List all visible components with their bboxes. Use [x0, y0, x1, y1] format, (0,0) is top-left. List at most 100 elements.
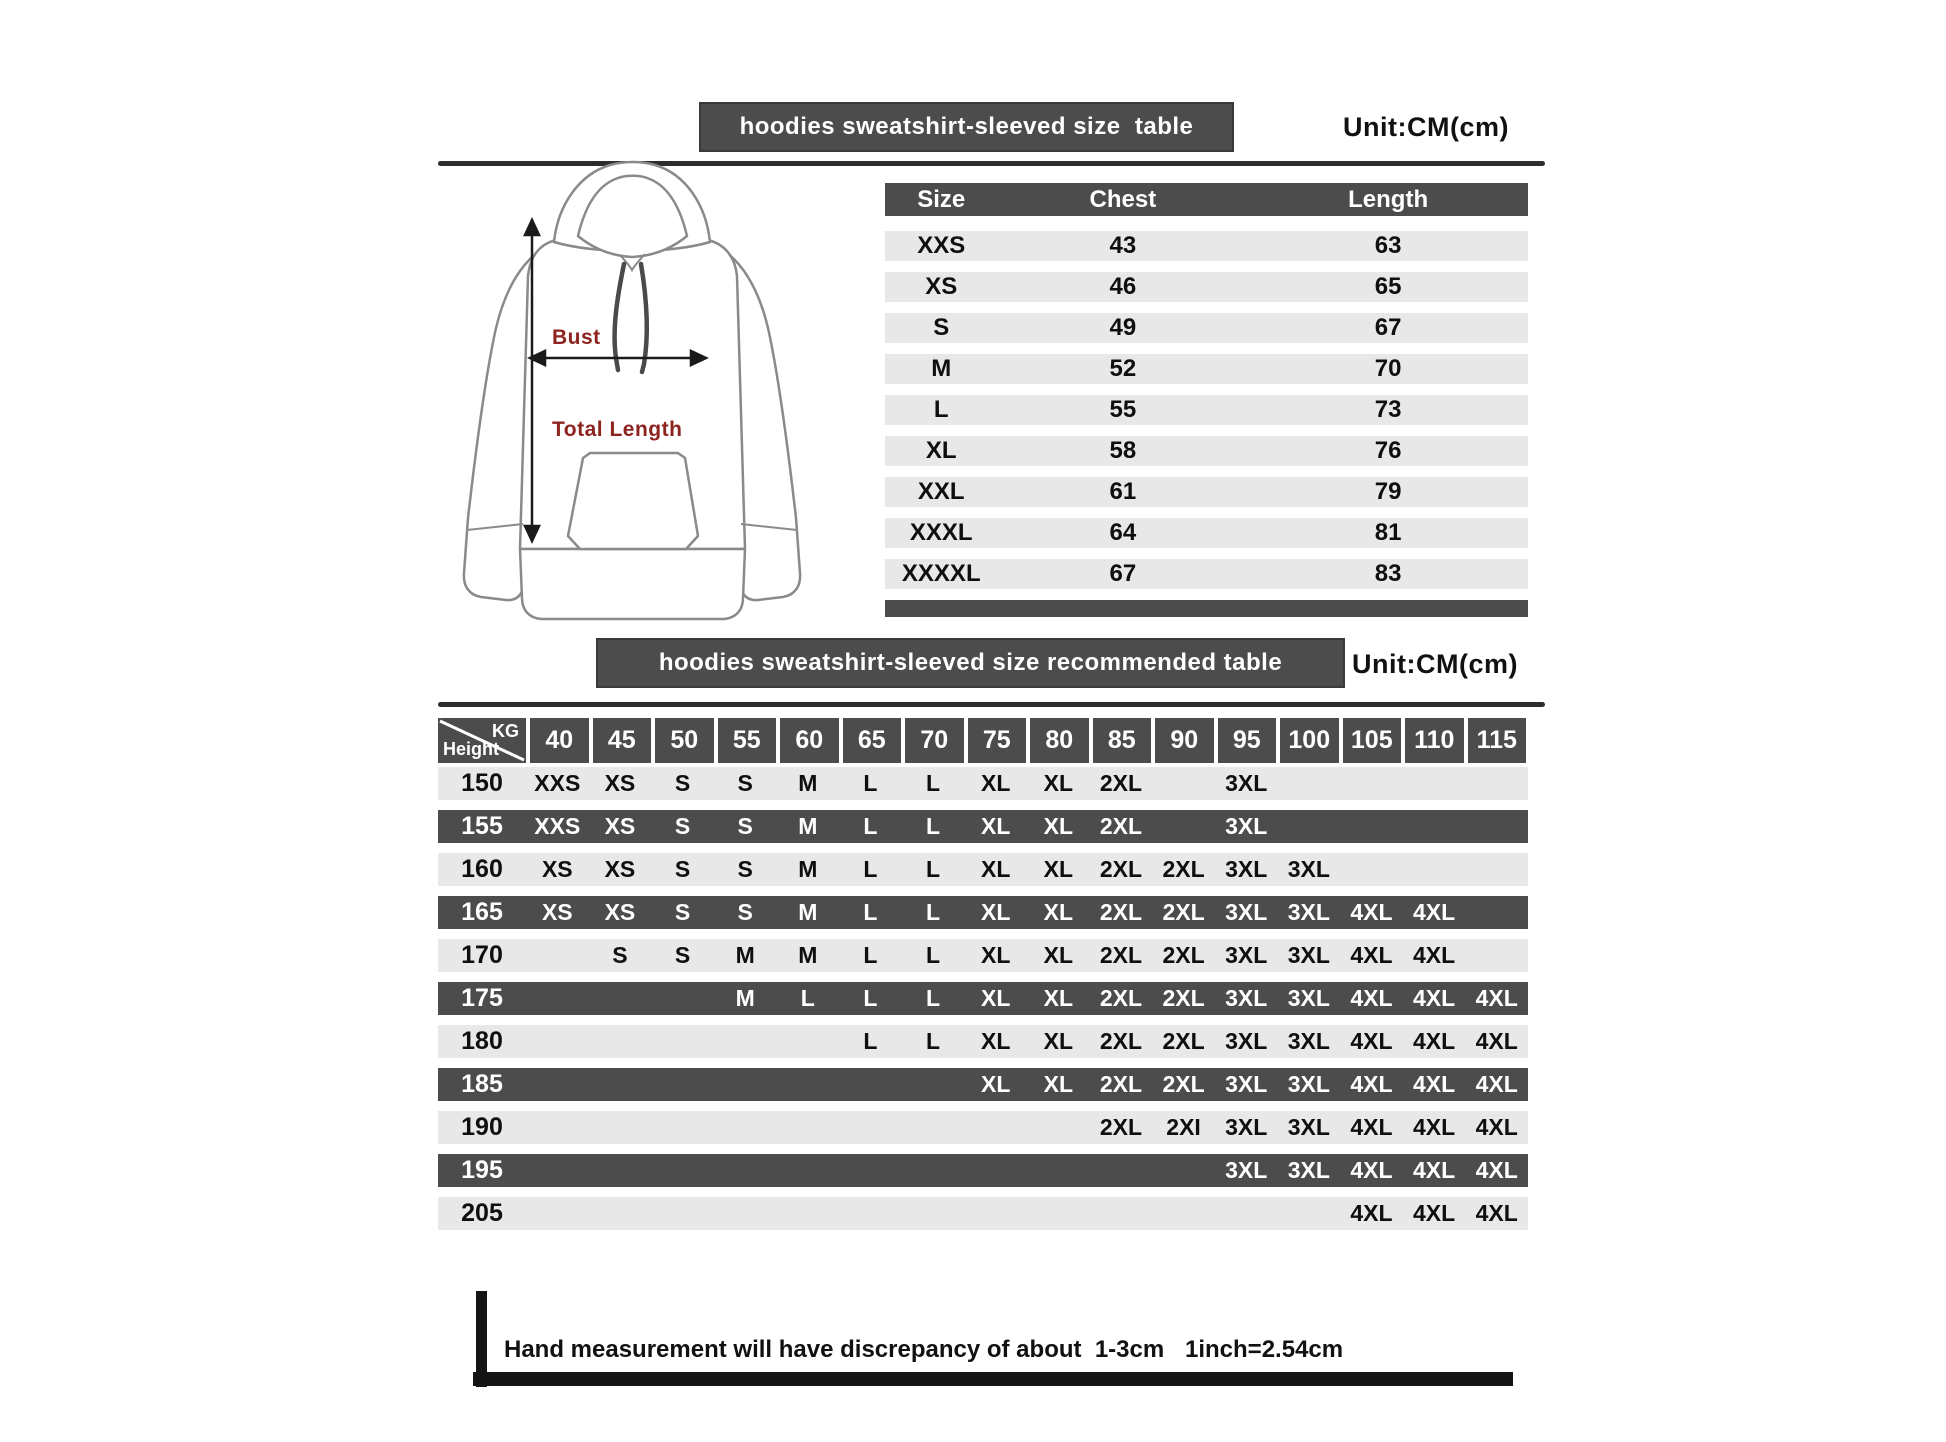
size-rec-cell: M	[735, 942, 755, 968]
inch-conversion-note: 1inch=2.54cm	[1185, 1336, 1344, 1363]
size-table-header: Size Chest Length	[885, 183, 1528, 216]
recommended-table-row: 170 S S M M L L XL XL 2XL 2XL 3XL 3XL 4X…	[438, 939, 1528, 972]
size-rec-cell: 4XL	[1412, 1157, 1456, 1183]
size-rec-cell: 4XL	[1475, 1200, 1518, 1226]
kg-height-corner-cell: KG Height	[438, 718, 526, 763]
size-rec-cell: L	[863, 856, 878, 882]
size-rec-cell: 2XL	[1099, 856, 1143, 882]
size-rec-cell: XL	[980, 856, 1011, 882]
chest-cell: 43	[1109, 232, 1137, 259]
size-rec-cell: XL	[1043, 985, 1073, 1011]
chest-cell: 52	[1109, 355, 1137, 382]
size-table-row: XS 46 65	[885, 272, 1528, 302]
size-rec-cell: 2XL	[1099, 813, 1143, 839]
recommended-table-body: 150 XXS XS S S M L L XL XL 2XL 3XL 155 X…	[438, 767, 1528, 1230]
size-rec-cell: S	[674, 899, 691, 925]
divider-line-middle	[438, 702, 1545, 707]
size-rec-cell: L	[926, 899, 941, 925]
size-cell: L	[933, 396, 949, 423]
size-rec-cell: XL	[980, 1071, 1011, 1097]
size-rec-cell: 3XL	[1225, 1157, 1268, 1183]
size-cell: XXL	[917, 478, 965, 505]
size-table: Size Chest Length XXS 43 63 XS 46 65 S 4…	[885, 183, 1528, 617]
size-rec-cell: 3XL	[1287, 1114, 1330, 1140]
hoodie-hood-opening	[576, 174, 689, 259]
weight-header-cell: 50	[655, 718, 714, 763]
size-rec-cell: 3XL	[1287, 1028, 1330, 1054]
weight-header-cell: 75	[967, 718, 1026, 763]
height-row-label: 195	[461, 1156, 503, 1184]
weight-header-cell: 45	[592, 718, 651, 763]
size-table-unit: Unit:CM(cm)	[1343, 112, 1509, 142]
size-rec-cell: XL	[980, 985, 1011, 1011]
size-rec-cell: XL	[1043, 856, 1073, 882]
size-table-row: XXS 43 63	[885, 231, 1528, 261]
size-rec-cell: 2XL	[1099, 942, 1143, 968]
size-rec-cell: XL	[1043, 1028, 1073, 1054]
column-header-size: Size	[917, 185, 966, 213]
height-row-label: 185	[461, 1070, 503, 1098]
size-rec-cell: 3XL	[1287, 942, 1330, 968]
recommended-table-row: 175 M L L L XL XL 2XL 2XL 3XL 3XL 4XL 4X…	[438, 982, 1528, 1015]
height-row-label: 150	[461, 769, 503, 797]
column-header-length: Length	[1348, 185, 1429, 213]
length-cell: 73	[1374, 396, 1402, 423]
size-rec-cell: 3XL	[1287, 1071, 1330, 1097]
size-rec-cell: L	[926, 985, 941, 1011]
recommended-table-header: KG Height 40 45 50 55 60 65 70 75 80 85 90 95 100 105…	[438, 718, 1528, 763]
size-rec-cell: 3XL	[1287, 899, 1330, 925]
size-rec-cell: 2XL	[1099, 1071, 1143, 1097]
chest-cell: 55	[1109, 396, 1137, 423]
recommended-table-title: hoodies sweatshirt-sleeved size recommen…	[596, 638, 1345, 688]
size-rec-cell: L	[800, 985, 815, 1011]
size-rec-cell: L	[863, 899, 878, 925]
recommended-table-row: 150 XXS XS S S M L L XL XL 2XL 3XL	[438, 767, 1528, 800]
neckline	[619, 253, 646, 273]
diagonal-line	[439, 719, 525, 762]
size-rec-cell: XL	[1043, 813, 1073, 839]
size-rec-cell: XS	[604, 899, 636, 925]
kg-label: KG	[492, 721, 519, 741]
weight-header-cell: 70	[905, 718, 964, 763]
size-table-row: XXL 61 79	[885, 477, 1528, 507]
size-rec-cell: XL	[1043, 770, 1073, 796]
weight-header-cell: 40	[530, 718, 589, 763]
size-rec-cell: S	[674, 813, 691, 839]
weight-header-cell: 110	[1405, 718, 1464, 763]
hoodie-diagram: Bust Total Length	[440, 158, 840, 648]
length-cell: 83	[1374, 560, 1402, 587]
weight-header-cell: 55	[717, 718, 776, 763]
size-cell: S	[933, 314, 950, 341]
weight-header-cell: 100	[1280, 718, 1339, 763]
size-rec-cell: 3XL	[1287, 856, 1330, 882]
size-rec-cell: 4XL	[1350, 1071, 1393, 1097]
size-cell: XXXL	[909, 519, 973, 546]
size-rec-cell: XL	[980, 942, 1011, 968]
weight-header-cell: 90	[1155, 718, 1214, 763]
size-table-row: XXXL 64 81	[885, 518, 1528, 548]
left-cuff-line	[466, 523, 524, 531]
height-label: Height	[443, 739, 499, 759]
recommended-table-row: 195 3XL 3XL 4XL 4XL 4XL	[438, 1154, 1528, 1187]
size-rec-cell: XL	[1043, 942, 1073, 968]
size-rec-cell: 3XL	[1225, 1114, 1268, 1140]
recommended-table-row: 185 XL XL 2XL 2XL 3XL 3XL 4XL 4XL 4XL	[438, 1068, 1528, 1101]
chest-cell: 58	[1109, 437, 1137, 464]
note-underline-bar	[473, 1372, 1513, 1386]
recommended-table-row: 165 XS XS S S M L L XL XL 2XL 2XL 3XL 3X…	[438, 896, 1528, 929]
size-rec-cell: XL	[1043, 1071, 1073, 1097]
size-rec-cell: 4XL	[1412, 1071, 1456, 1097]
size-rec-cell: 3XL	[1225, 856, 1268, 882]
size-rec-cell: 2XL	[1099, 1114, 1143, 1140]
size-rec-cell: XS	[604, 770, 636, 796]
size-rec-cell: XL	[1043, 899, 1073, 925]
size-rec-cell: S	[737, 813, 753, 839]
weight-header-cell: 115	[1467, 718, 1526, 763]
size-rec-cell: 4XL	[1350, 1114, 1393, 1140]
size-rec-cell: 3XL	[1225, 899, 1268, 925]
size-rec-cell: XS	[604, 856, 636, 882]
length-cell: 65	[1374, 273, 1402, 300]
total-length-label: Total Length	[552, 418, 683, 441]
height-row-label: 155	[461, 812, 503, 840]
size-rec-cell: L	[926, 942, 941, 968]
